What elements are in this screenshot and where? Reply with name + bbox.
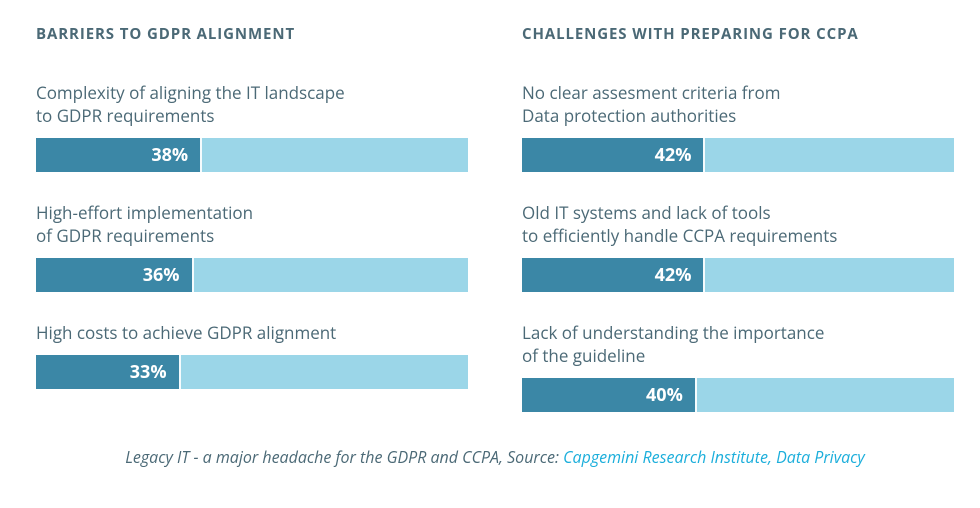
right-item-2-bar: 40% <box>522 378 954 412</box>
bar-value: 40% <box>522 378 695 412</box>
right-item-0-label: No clear assesment criteria fromData pro… <box>522 82 954 128</box>
left-column: BARRIERS TO GDPR ALIGNMENT Complexity of… <box>36 24 468 442</box>
bar-separator <box>703 258 705 292</box>
right-title: CHALLENGES WITH PREPARING FOR CCPA <box>522 24 954 44</box>
bar-separator <box>200 138 202 172</box>
left-item-2-bar: 33% <box>36 355 468 389</box>
right-item-2: Lack of understanding the importanceof t… <box>522 322 954 412</box>
left-item-2-label: High costs to achieve GDPR alignment <box>36 322 468 345</box>
right-item-1: Old IT systems and lack of toolsto effic… <box>522 202 954 292</box>
bar-value: 38% <box>36 138 200 172</box>
bar-value: 36% <box>36 258 192 292</box>
bar-value: 42% <box>522 258 703 292</box>
caption: Legacy IT - a major headache for the GDP… <box>36 446 954 468</box>
left-title: BARRIERS TO GDPR ALIGNMENT <box>36 24 468 44</box>
bar-separator <box>695 378 697 412</box>
right-item-1-label: Old IT systems and lack of toolsto effic… <box>522 202 954 248</box>
bar-value: 33% <box>36 355 179 389</box>
caption-text: Legacy IT - a major headache for the GDP… <box>125 446 563 468</box>
right-item-0-bar: 42% <box>522 138 954 172</box>
bar-separator <box>192 258 194 292</box>
bar-value: 42% <box>522 138 703 172</box>
right-item-0: No clear assesment criteria fromData pro… <box>522 82 954 172</box>
left-item-0: Complexity of aligning the IT landscapet… <box>36 82 468 172</box>
left-item-1-label: High-effort implementationof GDPR requir… <box>36 202 468 248</box>
bar-separator <box>703 138 705 172</box>
columns: BARRIERS TO GDPR ALIGNMENT Complexity of… <box>36 24 954 442</box>
left-item-0-bar: 38% <box>36 138 468 172</box>
right-item-1-bar: 42% <box>522 258 954 292</box>
right-column: CHALLENGES WITH PREPARING FOR CCPA No cl… <box>522 24 954 442</box>
left-item-1: High-effort implementationof GDPR requir… <box>36 202 468 292</box>
right-item-2-label: Lack of understanding the importanceof t… <box>522 322 954 368</box>
left-item-1-bar: 36% <box>36 258 468 292</box>
left-item-2: High costs to achieve GDPR alignment 33% <box>36 322 468 389</box>
caption-link[interactable]: Capgemini Research Institute, Data Priva… <box>563 446 865 468</box>
bar-separator <box>179 355 181 389</box>
left-item-0-label: Complexity of aligning the IT landscapet… <box>36 82 468 128</box>
